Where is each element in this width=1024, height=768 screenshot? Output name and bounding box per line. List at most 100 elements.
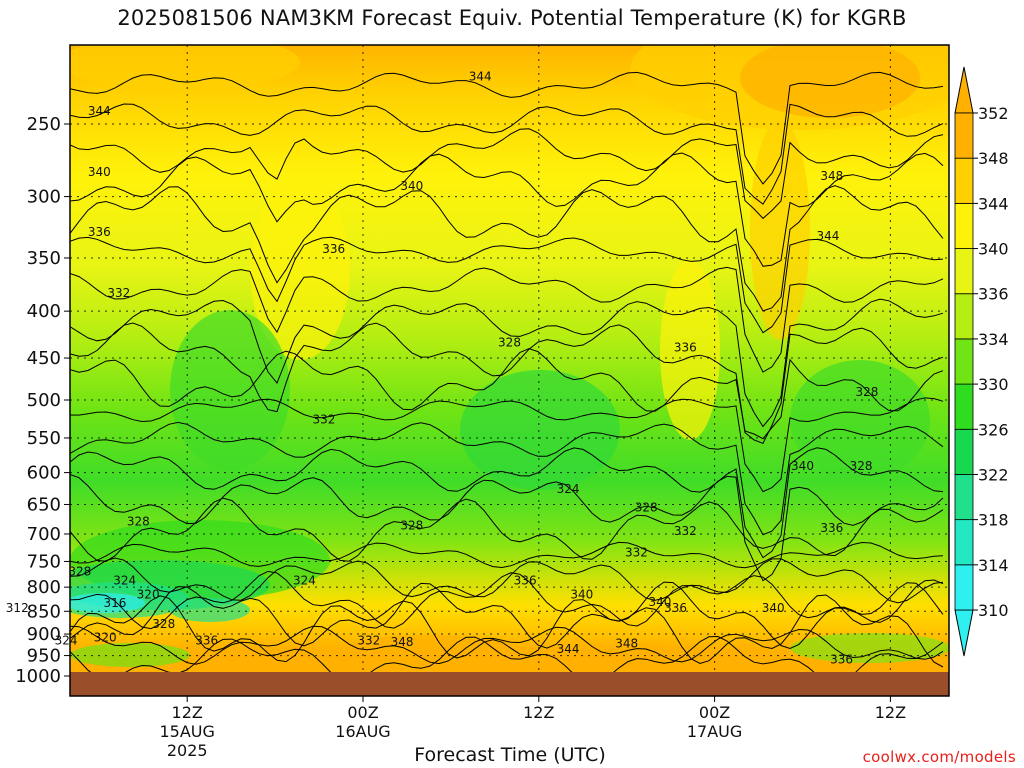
colorbar-segment <box>954 338 974 385</box>
contour-label: 324 <box>293 574 316 588</box>
contour-line <box>70 103 944 205</box>
y-axis: 2503003504004505005506006507007508008509… <box>15 114 70 687</box>
y-tick-label: 800 <box>27 577 61 598</box>
contour-line <box>70 266 944 373</box>
contour-label: 336 <box>674 340 697 354</box>
y-tick-label: 700 <box>27 524 61 545</box>
contour-label: 332 <box>625 545 648 559</box>
contour-label: 340 <box>570 588 593 602</box>
contour-label: 328 <box>400 518 423 532</box>
credit-link[interactable]: coolwx.com/models <box>862 748 1016 766</box>
boundary-warm-blob <box>570 643 710 667</box>
contour-label: 332 <box>674 524 697 538</box>
contour-label: 328 <box>68 564 91 578</box>
colorbar-label: 340 <box>978 240 1009 259</box>
field-blobs <box>70 45 949 667</box>
colorbar-label: 344 <box>978 194 1009 213</box>
contour-label: 328 <box>152 617 175 631</box>
contour-line <box>70 497 944 562</box>
upper-warm-blob <box>740 45 920 118</box>
contour-line <box>70 594 944 668</box>
contour-label: 340 <box>648 595 671 609</box>
colorbar-segment <box>954 519 974 566</box>
contour-label: 328 <box>635 501 658 515</box>
contour-line <box>70 397 944 493</box>
moist-blob <box>790 360 930 480</box>
upper-warm-blob <box>70 45 300 90</box>
x-tick-label: 00Z <box>347 703 378 722</box>
contour-label: 332 <box>107 286 130 300</box>
colorbar-label: 330 <box>978 375 1009 394</box>
colorbar-segment <box>954 474 974 521</box>
contour-label: 320 <box>94 631 117 645</box>
contour-line <box>70 421 944 536</box>
contour-label: 324 <box>55 634 78 648</box>
colorbar-label: 314 <box>978 556 1009 575</box>
colorbar-segment <box>954 202 974 249</box>
contour-label: 332 <box>312 412 335 426</box>
contour-label: 336 <box>664 601 687 615</box>
colorbar-label: 322 <box>978 465 1009 484</box>
contour-line <box>70 128 944 220</box>
contour-label: 336 <box>195 634 218 648</box>
y-tick-label: 950 <box>27 646 61 667</box>
contour-label: 332 <box>357 634 380 648</box>
colorbar-segment <box>954 248 974 295</box>
contour-line <box>70 581 944 650</box>
y-tick-label: 350 <box>27 248 61 269</box>
colorbar-segment <box>954 293 974 340</box>
colorbar-segment <box>954 383 974 430</box>
contour-line <box>70 152 944 267</box>
colorbar-segment <box>954 428 974 475</box>
colorbar-label: 310 <box>978 601 1009 620</box>
contour-line <box>70 541 944 569</box>
contour-label: 324 <box>557 482 580 496</box>
contour-label: 336 <box>322 242 345 256</box>
contour-label: 340 <box>88 165 111 179</box>
y-tick-label: 650 <box>27 494 61 515</box>
x-tick-label: 15AUG <box>159 722 214 741</box>
x-tick-label: 00Z <box>699 703 730 722</box>
contour-label: 324 <box>113 574 136 588</box>
warm-tongue-blob <box>250 180 350 360</box>
colorbar-low-arrow <box>954 609 974 657</box>
contour-label: 312 <box>6 601 29 615</box>
x-axis-title: Forecast Time (UTC) <box>414 744 606 766</box>
x-tick-label: 12Z <box>172 703 203 722</box>
x-tick-label: 12Z <box>875 703 906 722</box>
plot-border <box>69 44 950 697</box>
contour-label: 344 <box>88 104 111 118</box>
lowlevel-cool-blob <box>70 593 145 613</box>
colorbar-segment <box>954 112 974 159</box>
y-tick-label: 750 <box>27 551 61 572</box>
y-tick-label: 550 <box>27 428 61 449</box>
moist-blob <box>170 310 290 470</box>
contour-label: 328 <box>498 336 521 350</box>
contour-line <box>70 322 944 445</box>
moist-blob <box>460 370 620 490</box>
y-tick-label: 1000 <box>15 666 61 687</box>
y-tick-label: 450 <box>27 348 61 369</box>
x-tick-label: 12Z <box>523 703 554 722</box>
contour-label: 344 <box>816 229 839 243</box>
contour-label: 328 <box>856 385 879 399</box>
contour-line <box>70 570 944 630</box>
x-tick-label: 16AUG <box>335 722 390 741</box>
contour-label: 316 <box>103 596 126 610</box>
y-tick-label: 600 <box>27 463 61 484</box>
lowlevel-cool-blob <box>170 598 250 622</box>
contour-label: 344 <box>469 70 492 84</box>
warm-tongue-blob <box>660 260 720 440</box>
contour-label: 336 <box>514 574 537 588</box>
contour-line <box>70 185 944 312</box>
contour-label: 320 <box>137 588 160 602</box>
colorbar-label: 348 <box>978 149 1009 168</box>
y-tick-label: 850 <box>27 601 61 622</box>
plot-area <box>70 45 949 696</box>
y-tick-label: 400 <box>27 301 61 322</box>
colorbar-label: 336 <box>978 285 1009 304</box>
contour-label: 340 <box>400 179 423 193</box>
